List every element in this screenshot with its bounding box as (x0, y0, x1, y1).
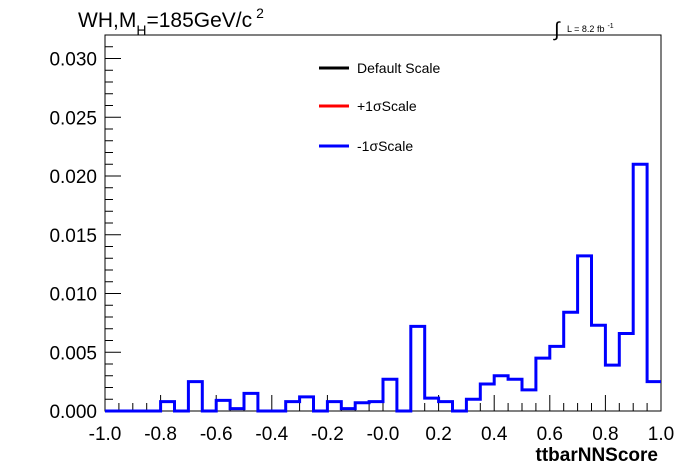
x-axis-title: ttbarNNScore (536, 445, 658, 466)
x-tick-label: -0.8 (144, 424, 177, 445)
y-axis: 0.000 0.005 0.010 0.015 0.020 0.025 0.030 (49, 34, 121, 423)
title-superscript: 2 (256, 5, 264, 21)
x-tick-label: -0.0 (367, 424, 400, 445)
series-layer (105, 162, 661, 413)
x-tick-label: 1.0 (648, 424, 674, 445)
legend-label-minus1sigma: -1σScale (357, 138, 413, 154)
y-tick-label: 0.030 (49, 50, 97, 71)
x-tick-label: -0.6 (200, 424, 233, 445)
x-tick-label: 0.4 (481, 424, 508, 445)
x-tick-label: -0.4 (255, 424, 288, 445)
legend-label-plus1sigma: +1σScale (357, 98, 417, 114)
lumi-superscript: -1 (607, 23, 613, 30)
y-tick-label: 0.025 (49, 108, 97, 129)
legend-label-default: Default Scale (357, 60, 440, 76)
x-axis: -1.0 -0.8 -0.6 -0.4 -0.2 -0.0 0.2 0.4 0.6 0.8 1.0 (89, 395, 674, 445)
y-tick-label: 0.015 (49, 226, 97, 247)
lumi-integral-sign: ∫ (553, 19, 561, 41)
x-tick-label: 0.8 (592, 424, 618, 445)
x-tick-label: -1.0 (89, 424, 122, 445)
x-tick-label: -0.2 (311, 424, 344, 445)
title-subscript: H (136, 22, 146, 38)
legend: Default Scale +1σScale -1σScale (319, 60, 440, 154)
plot-frame (104, 34, 662, 412)
series-line-0 (105, 162, 661, 413)
y-tick-label: 0.005 (49, 343, 97, 364)
y-tick-label: 0.020 (49, 167, 97, 188)
plot-title: WH,MH=185GeV/c 2 (78, 5, 264, 38)
lumi-label: L = 8.2 fb -1 (567, 23, 614, 34)
x-tick-label: 0.6 (537, 424, 563, 445)
y-tick-label: 0.010 (49, 285, 97, 306)
y-tick-label: 0.000 (49, 402, 97, 423)
x-tick-label: 0.2 (425, 424, 451, 445)
